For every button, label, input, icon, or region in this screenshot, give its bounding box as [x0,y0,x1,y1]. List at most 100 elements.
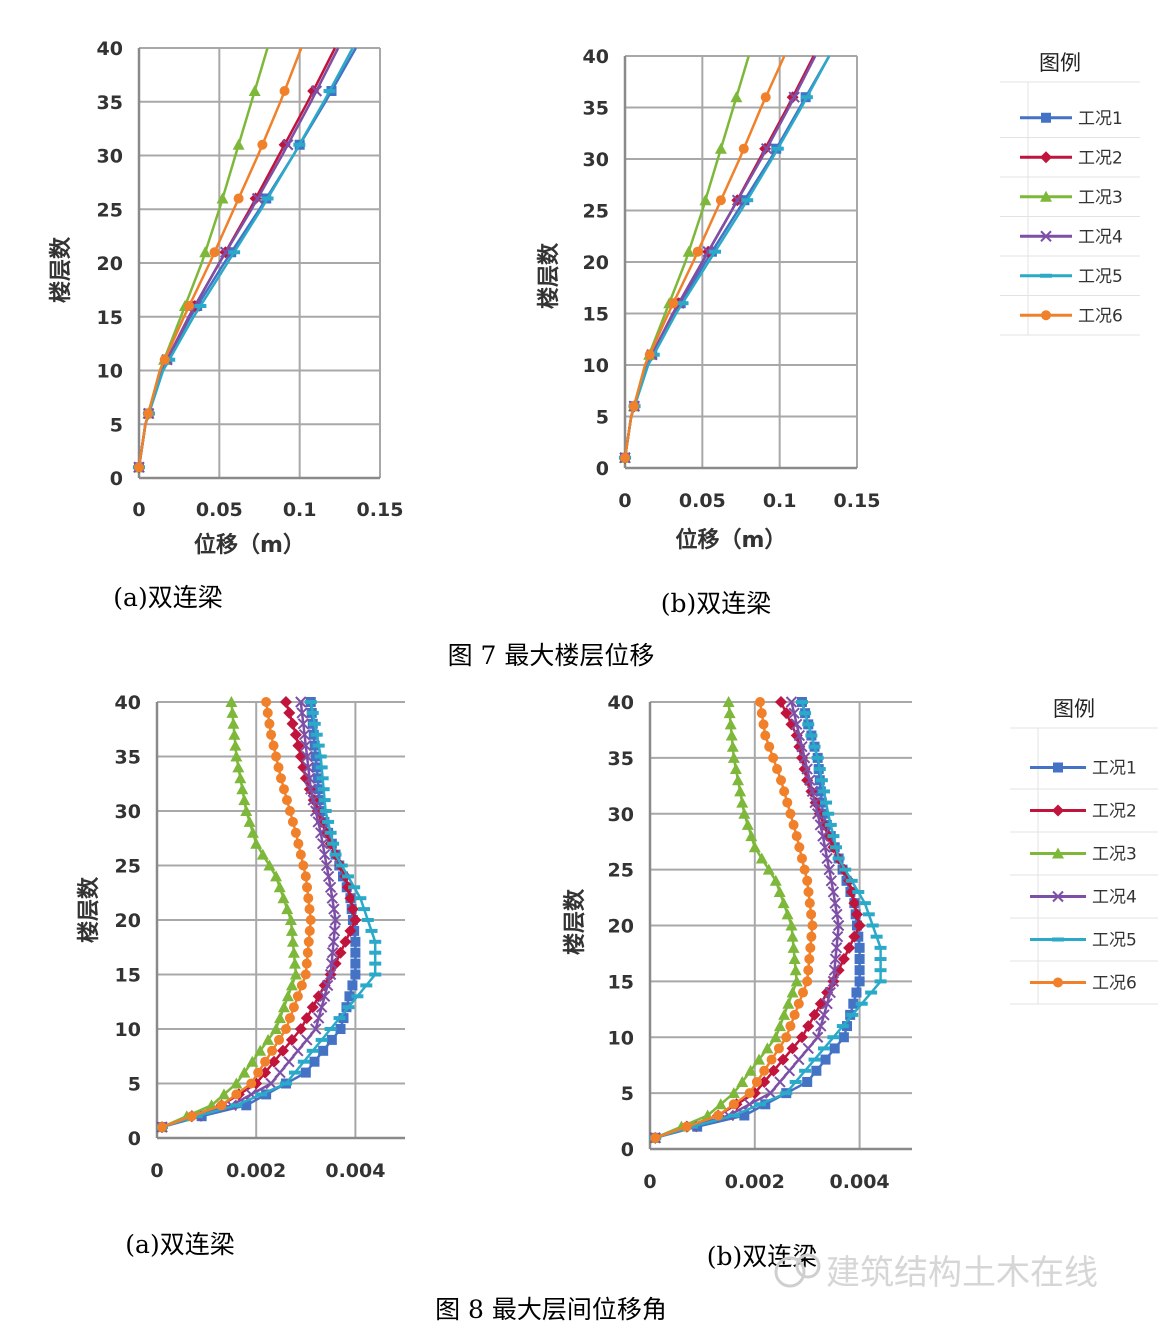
series-工况3 [155,696,302,1133]
y-tick-label: 20 [608,916,634,938]
data-point [301,1034,313,1046]
series-line [623,55,831,458]
series-工况3 [649,696,803,1143]
x-tick-label: 0.1 [283,499,317,521]
data-point [752,1053,765,1065]
data-point [794,842,805,853]
data-point [738,143,749,154]
data-point [771,146,784,151]
data-point [310,85,323,97]
x-tick-label: 0.004 [325,1160,385,1182]
data-point [346,903,359,916]
series-工况6 [156,697,316,1133]
x-tick-label: 0 [643,1171,656,1193]
x-axis-label: 位移（m） [194,532,305,558]
data-point [854,976,865,987]
data-point [369,939,382,944]
data-point [302,761,314,774]
data-point [304,925,315,936]
data-point [854,942,865,953]
data-point [734,785,747,797]
data-point [230,750,243,762]
y-tick-label: 5 [596,407,609,429]
data-point [324,881,337,894]
data-point [229,739,242,751]
data-point [714,142,727,154]
data-point [326,1034,337,1045]
data-point [798,752,811,764]
data-point [773,1020,786,1032]
y-tick-label: 5 [128,1074,141,1096]
data-point [354,896,367,901]
data-point [315,1001,328,1013]
data-point [307,794,319,806]
legend-item-label: 工况1 [1092,759,1137,779]
data-point [802,1042,814,1055]
data-point [199,246,212,258]
data-point [739,1110,750,1121]
x-tick-label: 0.05 [196,499,243,521]
data-point [349,914,362,926]
data-point [795,700,808,704]
legend-marker-icon [1052,937,1064,942]
data-point [287,816,298,827]
x-tick-label: 0 [618,490,631,512]
data-point [813,767,826,772]
data-point [785,808,796,819]
series-line [623,55,817,458]
data-point [326,892,338,904]
data-point [249,192,262,205]
data-point [327,936,340,948]
y-tick-label: 30 [115,801,141,823]
data-point [668,298,679,309]
legend-item-label: 工况5 [1092,931,1137,951]
data-point [805,942,816,953]
data-point [238,794,251,806]
legend-marker-icon [1052,847,1064,859]
y-tick-label: 10 [608,1027,634,1049]
data-point [726,740,739,752]
data-point [764,1087,777,1099]
y-tick-label: 20 [97,253,123,275]
data-point [760,730,771,741]
data-point [795,1031,808,1044]
data-point [276,773,286,784]
series-line [623,55,786,458]
data-point [760,142,773,155]
data-point [782,997,795,1009]
data-point [723,707,736,719]
data-point [802,1020,815,1033]
legend-item-label: 工况1 [1078,109,1123,129]
data-point [236,783,249,795]
data-point [261,196,274,201]
data-point [811,755,824,760]
data-point [335,863,348,868]
data-point [279,86,290,96]
data-point [265,1077,277,1090]
data-point [801,763,813,775]
y-tick-label: 10 [115,1019,141,1041]
legend-item-label: 工况2 [1078,148,1123,168]
series-工况1 [134,47,357,473]
data-point [300,871,311,882]
data-point [799,711,812,716]
data-point [303,893,314,904]
y-tick-label: 40 [583,46,609,68]
data-point [305,915,316,925]
data-point [644,349,655,360]
data-point [261,697,272,707]
data-point [314,827,327,839]
y-tick-label: 10 [97,361,123,383]
data-point [745,830,758,842]
x-tick-label: 0.004 [830,1171,890,1193]
data-point [738,807,751,819]
legend-item-label: 工况3 [1078,188,1123,208]
data-point [829,953,842,965]
legend-marker-icon [1040,230,1052,242]
data-point [862,912,875,917]
subfigure-caption: (b)双连梁 [707,1242,818,1271]
data-point [791,831,802,842]
data-point [322,819,335,824]
data-point [328,903,340,915]
